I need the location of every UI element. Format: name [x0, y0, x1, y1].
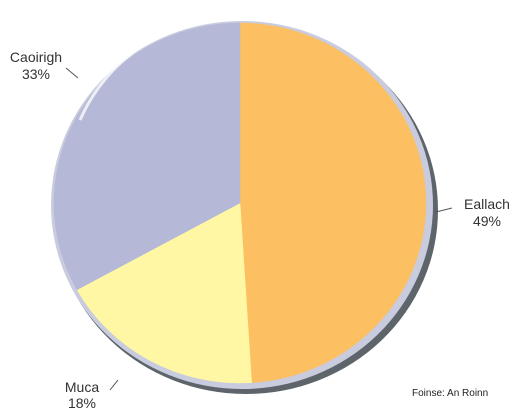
slice-label-muca: Muca [65, 379, 99, 395]
leader-line-eallach [435, 207, 453, 213]
slice-label-eallach: Eallach [464, 196, 510, 212]
pie-highlight [78, 13, 241, 121]
leader-line-caoirigh [65, 67, 79, 79]
pie-slice-muca [76, 202, 252, 384]
slice-value-eallach: 49% [473, 213, 501, 229]
slice-value-caoirigh: 33% [22, 66, 50, 82]
pie-slices [53, 22, 427, 384]
slice-labels: Eallach 49% Caoirigh 33% Muca 18% [10, 49, 510, 411]
leader-line-muca [109, 379, 119, 391]
pie-slice-eallach [239, 22, 427, 383]
slice-value-muca: 18% [68, 395, 96, 411]
pie-slice-caoirigh [53, 22, 241, 291]
source-note: Foinse: An Roinn [412, 388, 488, 399]
slice-label-caoirigh: Caoirigh [10, 49, 62, 65]
